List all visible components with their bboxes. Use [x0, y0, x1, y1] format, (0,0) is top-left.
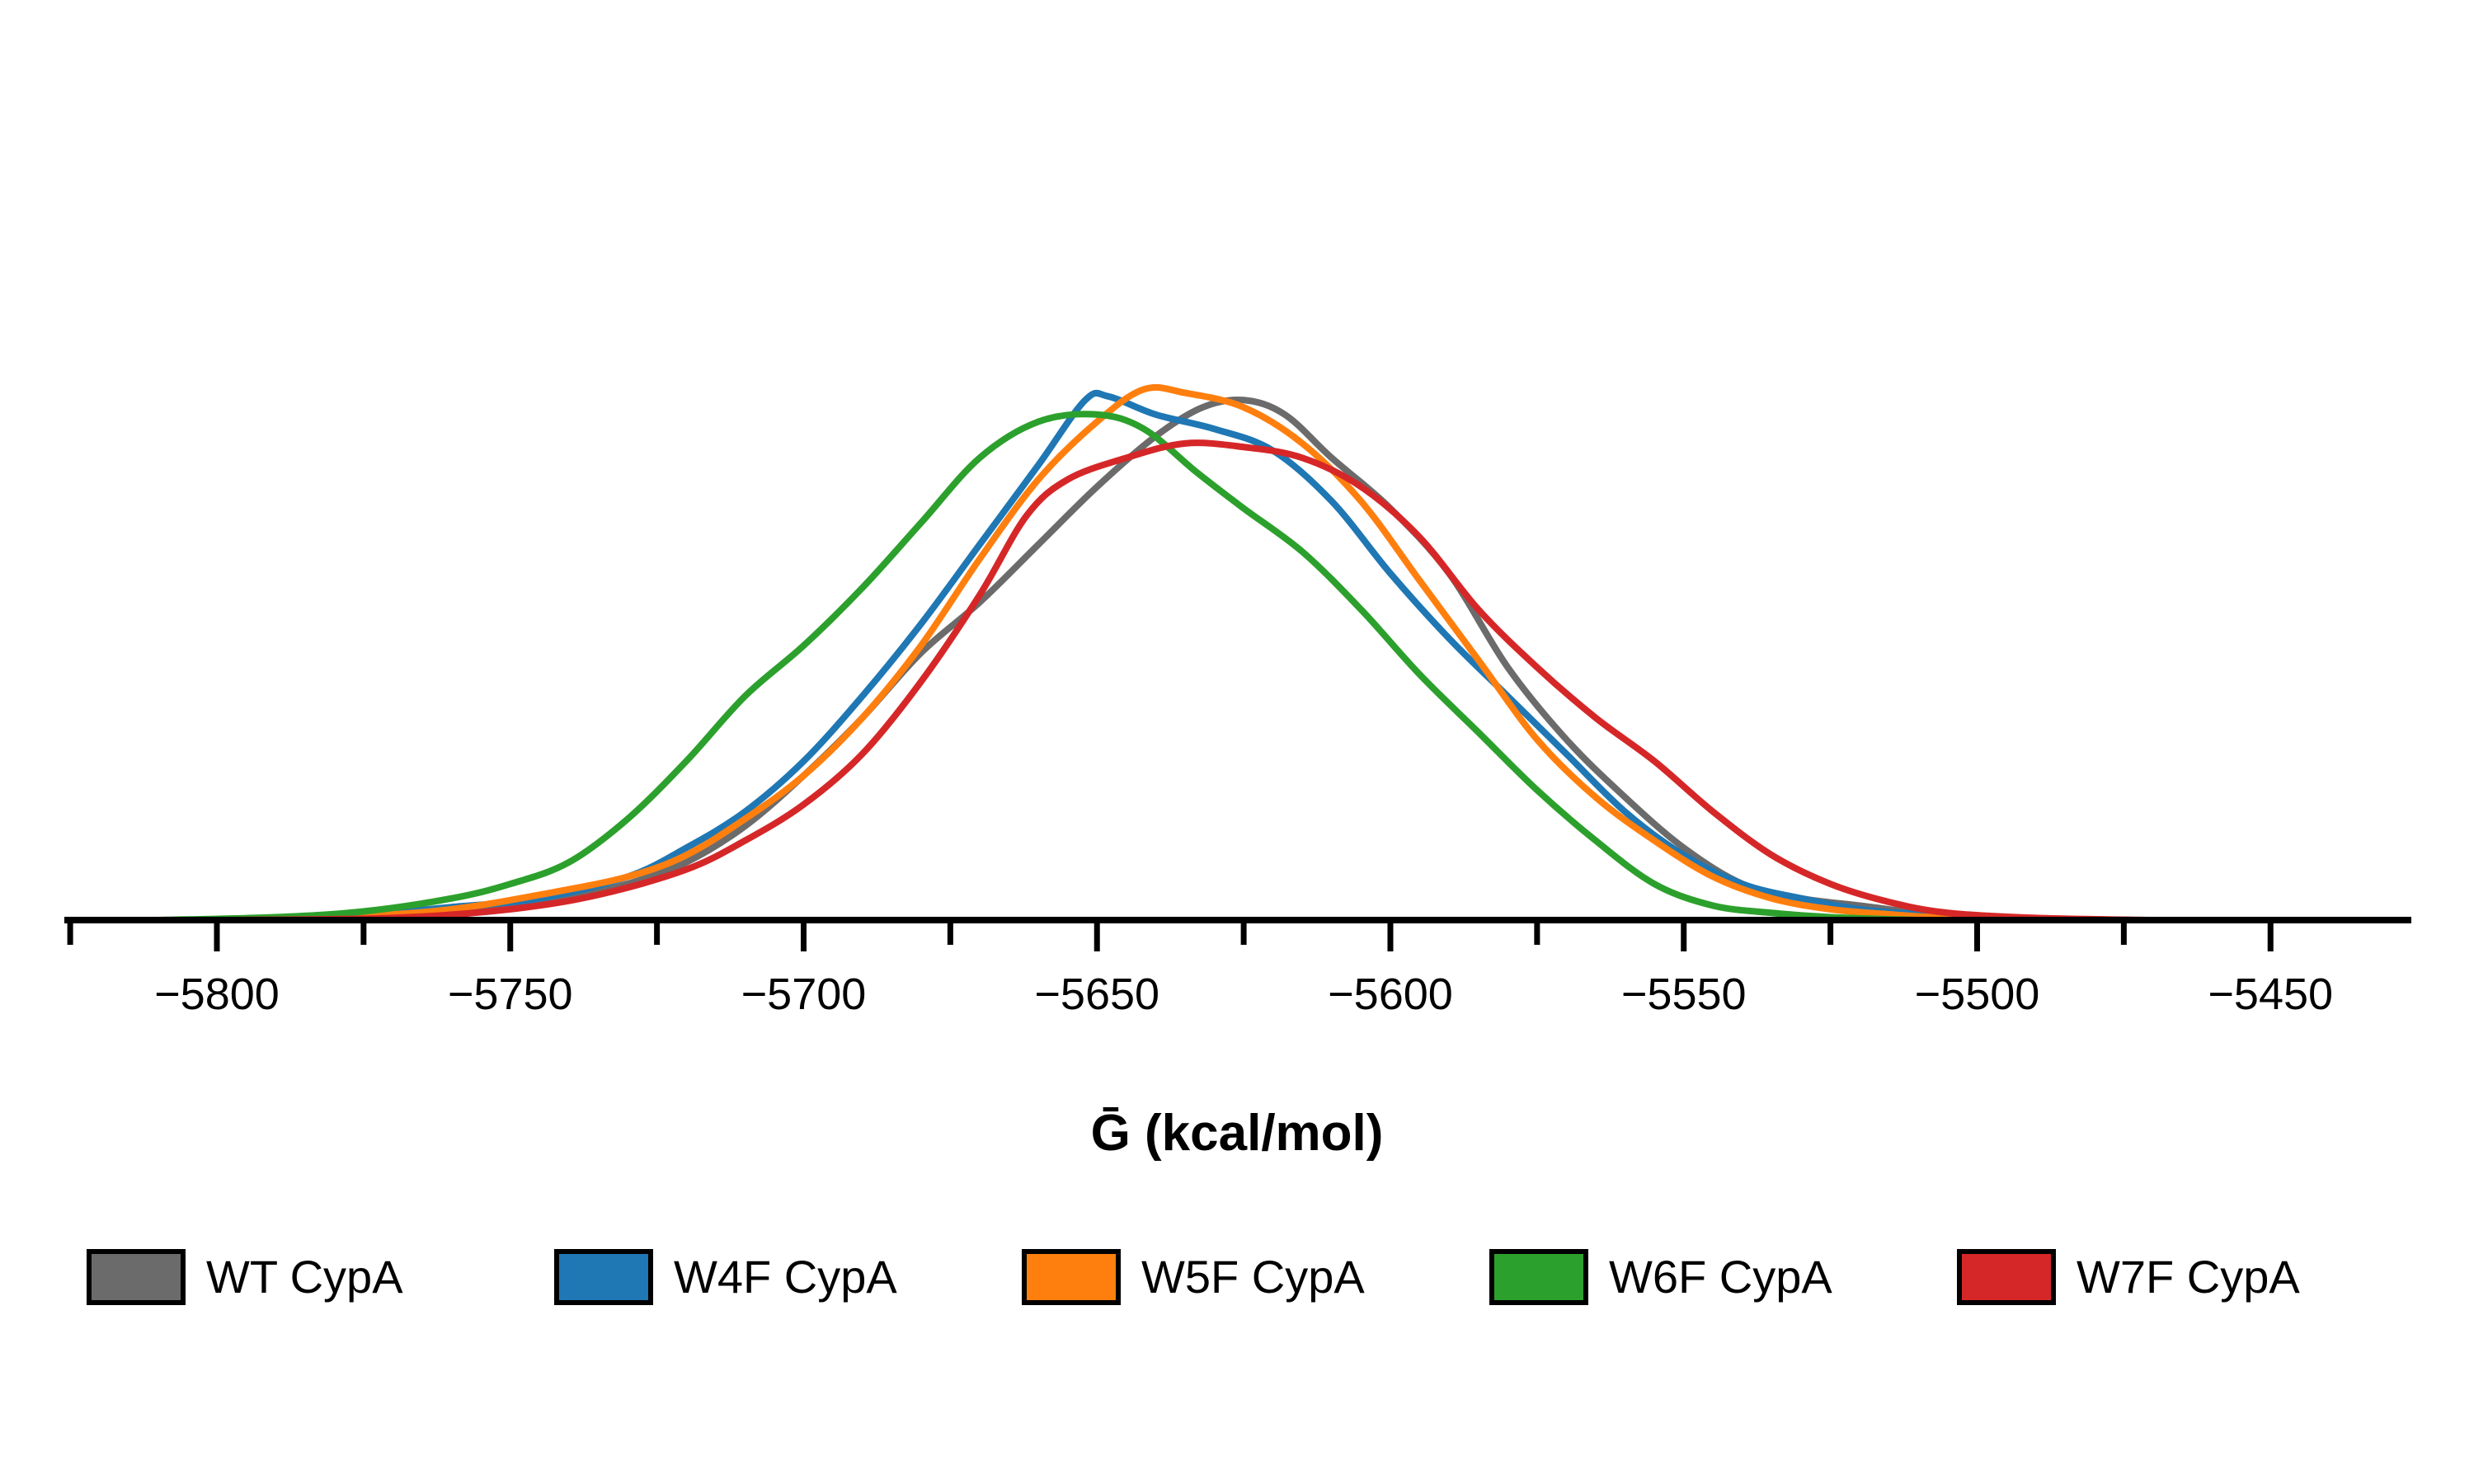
series-line-w4f-cypa [213, 389, 2098, 923]
x-tick-label: −5650 [1034, 970, 1159, 1019]
legend: WT CypA W4F CypA W5F CypA W6F CypA W7F CypA [87, 1249, 2300, 1305]
legend-item-w7f-cypa: W7F CypA [1957, 1249, 2300, 1305]
series-line-w7f-cypa [213, 439, 2157, 923]
legend-item-w4f-cypa: W4F CypA [554, 1249, 897, 1305]
series-line-wt-cypa [213, 396, 2098, 923]
x-axis: −5800 −5750 −5700 −5650 −5600 −5550 −5500 −5450 [64, 917, 2411, 1019]
legend-label: W6F CypA [1609, 1251, 1832, 1303]
legend-swatch [554, 1249, 653, 1305]
legend-item-w6f-cypa: W6F CypA [1489, 1249, 1832, 1305]
legend-swatch [1489, 1249, 1588, 1305]
legend-swatch [87, 1249, 186, 1305]
x-tick-label: −5550 [1621, 970, 1747, 1019]
series-line-w5f-cypa [213, 383, 2039, 923]
legend-item-wt-cypa: WT CypA [87, 1249, 403, 1305]
x-tick-label: −5450 [2208, 970, 2333, 1019]
x-tick-label: −5750 [448, 970, 573, 1019]
x-tick-label: −5600 [1328, 970, 1453, 1019]
series-line-w6f-cypa [154, 411, 1922, 923]
x-tick-label: −5500 [1915, 970, 2040, 1019]
legend-swatch [1022, 1249, 1121, 1305]
legend-label: W7F CypA [2077, 1251, 2300, 1303]
legend-swatch [1957, 1249, 2056, 1305]
x-tick-label: −5800 [154, 970, 280, 1019]
x-axis-title: Ḡ (kcal/mol) [1091, 1105, 1384, 1162]
legend-label: WT CypA [206, 1251, 403, 1303]
legend-item-w5f-cypa: W5F CypA [1022, 1249, 1365, 1305]
legend-label: W5F CypA [1141, 1251, 1365, 1303]
series-curves [154, 383, 2157, 923]
legend-label: W4F CypA [674, 1251, 897, 1303]
x-tick-label: −5700 [741, 970, 867, 1019]
